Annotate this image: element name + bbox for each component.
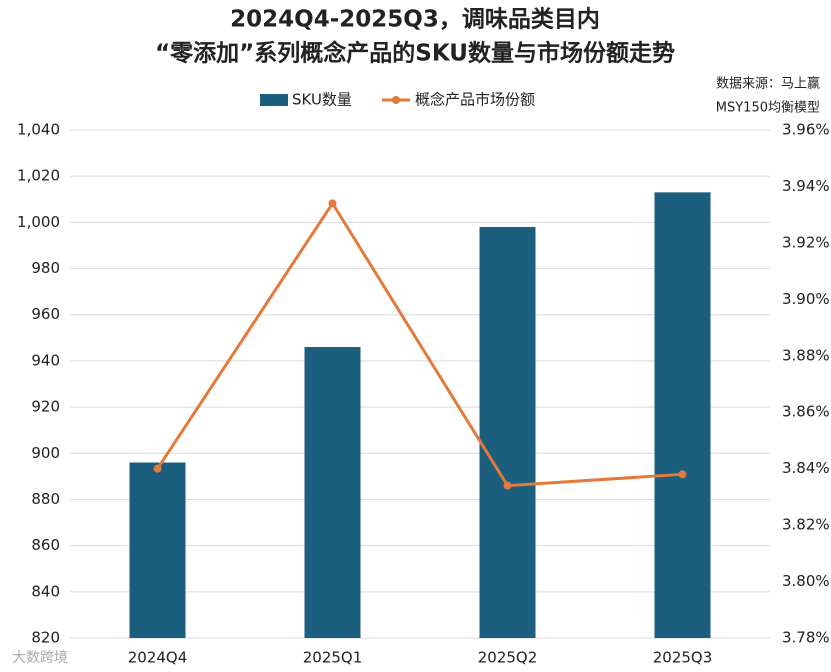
legend-label: 概念产品市场份额	[415, 91, 535, 109]
line-marker	[328, 199, 337, 208]
y-tick-label: 920	[31, 398, 60, 416]
x-tick-label: 2025Q1	[303, 649, 363, 667]
source-model: MSY150均衡模型	[716, 101, 820, 116]
y2-tick-label: 3.88%	[782, 346, 830, 364]
y2-tick-label: 3.82%	[782, 516, 830, 534]
y-tick-label: 900	[31, 444, 60, 462]
x-tick-label: 2024Q4	[128, 649, 188, 667]
y2-tick-label: 3.80%	[782, 572, 830, 590]
source: 数据来源：马上赢	[716, 76, 820, 92]
legend-marker	[392, 96, 400, 104]
y-tick-label: 940	[31, 351, 60, 369]
y-tick-label: 1,000	[17, 213, 60, 231]
y2-tick-label: 3.94%	[782, 177, 830, 195]
y2-tick-label: 3.92%	[782, 233, 830, 251]
bar	[654, 192, 711, 638]
bar	[304, 347, 361, 638]
y2-tick-label: 3.84%	[782, 459, 830, 477]
line-marker	[153, 464, 162, 473]
y2-tick-label: 3.78%	[782, 629, 830, 647]
y-tick-label: 880	[31, 490, 60, 508]
y-tick-label: 840	[31, 582, 60, 600]
legend-label: SKU数量	[292, 91, 352, 109]
y2-tick-label: 3.86%	[782, 403, 830, 421]
line	[156, 200, 683, 488]
y2-tick-label: 3.96%	[782, 121, 830, 139]
x-tick-label: 2025Q2	[478, 649, 538, 667]
y-tick-label: 980	[31, 259, 60, 277]
legend-swatch	[260, 94, 288, 106]
bar	[129, 462, 186, 638]
x-tick-label: 2025Q3	[653, 649, 713, 667]
y-tick-label: 1,020	[17, 167, 60, 185]
line-marker	[503, 481, 512, 490]
bar	[479, 226, 536, 638]
y-tick-label: 860	[31, 536, 60, 554]
y-tick-label: 1,040	[17, 121, 60, 139]
y-tick-label: 820	[31, 629, 60, 647]
chart-subtitle: “零添加”系列概念产品的SKU数量与市场份额走势	[155, 40, 675, 67]
chart-title: 2024Q4-2025Q3，调味品类目内	[230, 7, 600, 33]
line-marker	[678, 470, 687, 479]
y-tick-label: 960	[31, 305, 60, 323]
watermark: 大数跨境	[12, 650, 68, 666]
y2-tick-label: 3.90%	[782, 290, 830, 308]
